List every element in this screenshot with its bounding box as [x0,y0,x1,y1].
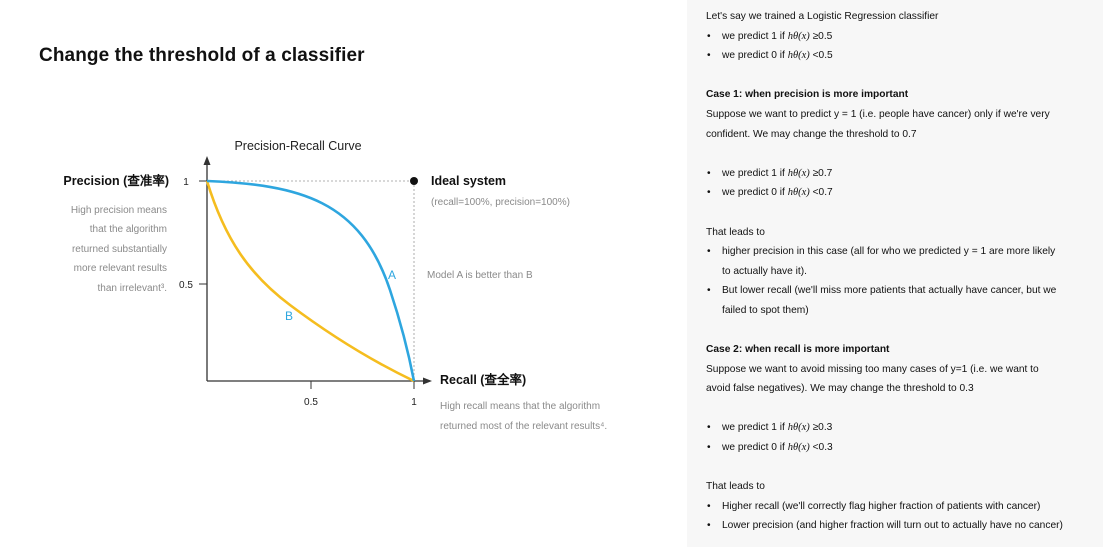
effect-item-cont: failed to spot them) [722,304,809,316]
x-tick-label: 0.5 [304,397,318,408]
effect-item: • higher precision in this case (all for … [707,246,1056,258]
case1-text: Suppose we want to predict y = 1 (i.e. p… [706,108,1050,120]
precision-note-line: that the algorithm [90,224,167,235]
comparison-note: Model A is better than B [427,270,533,281]
effect-item: • Lower precision (and higher fraction wi… [707,520,1063,532]
ideal-sublabel: (recall=100%, precision=100%) [431,197,570,208]
effect-item: • Higher recall (we'll correctly flag hig… [707,500,1041,512]
x-axis-label: Recall (查全率) [440,372,526,387]
curve-a [206,179,416,382]
recall-note-line: High recall means that the algorithm [440,401,600,412]
leads-to-label: That leads to [706,481,765,493]
x-axis-arrow-icon [423,377,432,385]
x-tick-label: 1 [411,397,417,408]
curve-b-label: B [285,309,293,323]
rule-item: • we predict 0 if hθ(x) <0.5 [707,50,833,62]
curve-a-label: A [388,268,396,282]
case2-title: Case 2: when recall is more important [706,344,890,356]
y-tick-label: 1 [183,177,189,188]
y-axis-label: Precision (查准率) [63,173,169,188]
precision-note-line: High precision means [71,205,167,216]
notes-panel: Let's say we trained a Logistic Regressi… [687,0,1103,547]
rule-item: • we predict 1 if hθ(x) ≥0.3 [707,422,833,434]
recall-note: High recall means that the algorithm ret… [440,401,607,432]
effect-item-cont: to actually have it). [722,265,807,277]
case1-text: confident. We may change the threshold t… [706,128,917,140]
precision-note-line: than irrelevant³. [98,283,167,294]
leads-to-label: That leads to [706,226,765,238]
rule-item: • we predict 1 if hθ(x) ≥0.5 [707,30,833,42]
recall-note-line: returned most of the relevant results⁴. [440,421,607,432]
y-tick-label: 0.5 [179,280,193,291]
pr-curve-diagram: Precision-Recall Curve 1 0.5 0.5 1 A B P… [63,139,607,432]
intro-text: Let's say we trained a Logistic Regressi… [706,11,939,22]
rule-item: • we predict 0 if hθ(x) <0.7 [707,187,833,199]
precision-note: High precision means that the algorithm … [71,205,167,294]
rule-item: • we predict 1 if hθ(x) ≥0.7 [707,167,833,179]
curve-b [205,180,415,383]
case1-title: Case 1: when precision is more important [706,89,909,101]
ideal-label: Ideal system [431,174,506,188]
page-title: Change the threshold of a classifier [39,45,365,66]
rule-item: • we predict 0 if hθ(x) <0.3 [707,442,833,454]
chart-title: Precision-Recall Curve [234,139,361,153]
case2-text: Suppose we want to avoid missing too man… [706,363,1039,375]
case2-text: avoid false negatives). We may change th… [706,383,974,395]
y-axis-arrow-icon [203,156,211,165]
ideal-point [410,177,418,185]
effect-item: • But lower recall (we'll miss more patie… [707,285,1057,297]
precision-note-line: returned substantially [72,244,167,255]
precision-note-line: more relevant results [74,263,167,274]
